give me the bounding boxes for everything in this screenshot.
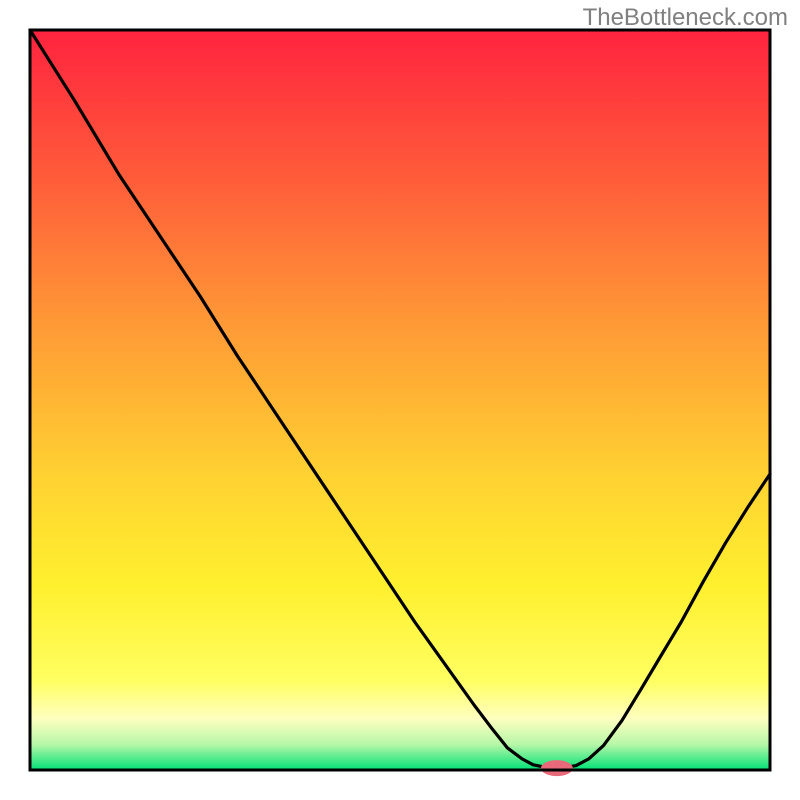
- bottleneck-chart: [0, 0, 800, 800]
- chart-container: TheBottleneck.com: [0, 0, 800, 800]
- your-params-marker: [541, 760, 573, 776]
